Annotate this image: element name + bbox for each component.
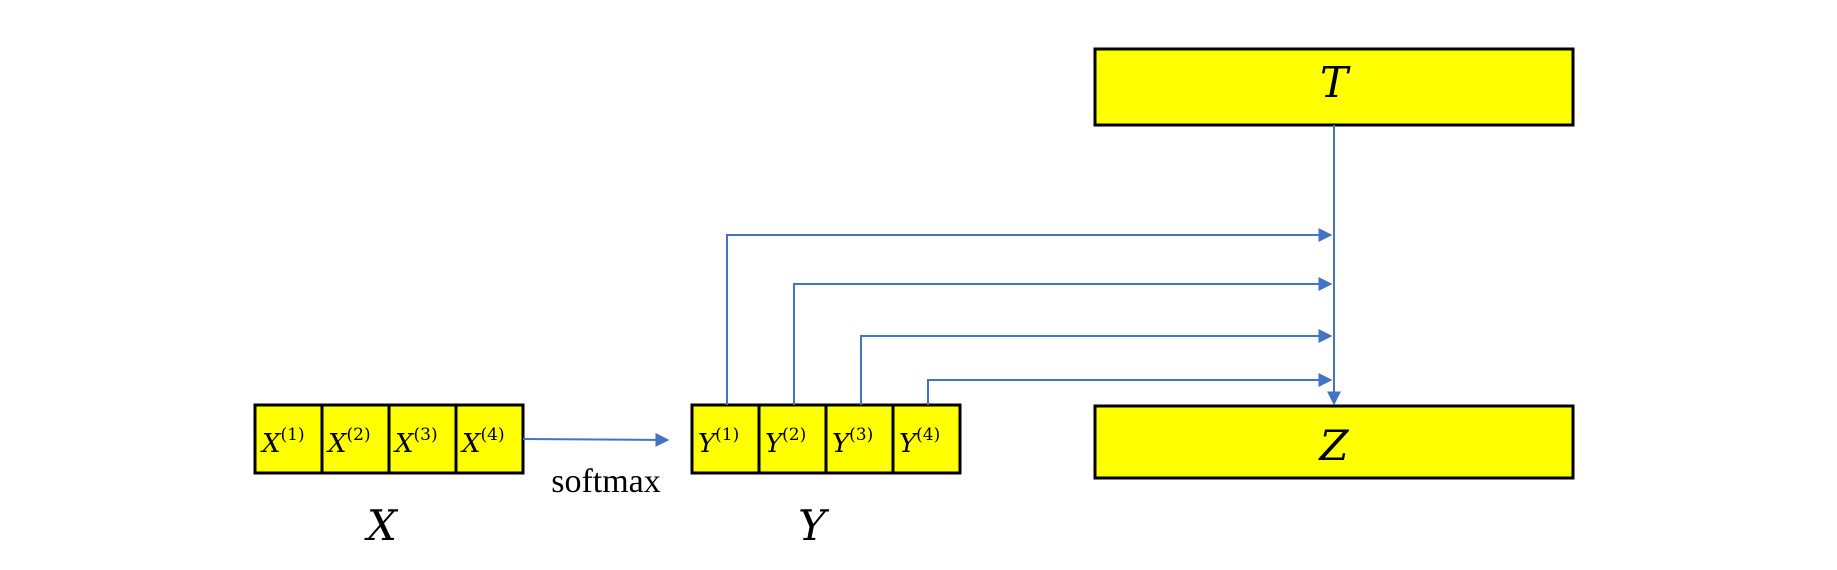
x-cell-4: X(4) xyxy=(454,403,525,475)
y-cell-2: Y(2) xyxy=(757,403,828,475)
x-cell-2-sup: (2) xyxy=(347,425,371,445)
x-cell-3-base: X xyxy=(393,429,415,459)
svg-text:Y(3): Y(3) xyxy=(832,425,873,459)
x-cell-2: X(2) xyxy=(320,403,391,475)
x-cell-3-sup: (3) xyxy=(414,425,438,445)
z-box-label: Z xyxy=(1317,421,1349,470)
svg-text:X(2): X(2) xyxy=(326,425,371,459)
y2-connector-arrow xyxy=(793,277,1333,405)
y3-connector-arrow xyxy=(860,329,1333,405)
svg-text:X(4): X(4) xyxy=(460,425,505,459)
svg-text:X(3): X(3) xyxy=(393,425,438,459)
x-cell-4-sup: (4) xyxy=(481,425,505,445)
y-cell-4: Y(4) xyxy=(891,403,962,475)
t-box: T xyxy=(1093,47,1575,127)
x-cell-1-sup: (1) xyxy=(281,425,305,445)
y-cell-3-base: Y xyxy=(832,429,852,459)
softmax-arrow xyxy=(522,432,670,447)
x-vector-label: X xyxy=(364,501,399,550)
y-cell-1-sup: (1) xyxy=(715,425,739,445)
z-box: Z xyxy=(1093,404,1575,480)
svg-text:Y(2): Y(2) xyxy=(765,425,806,459)
y4-connector-arrow xyxy=(927,373,1333,405)
y-vector-label: Y xyxy=(798,501,830,550)
y-cell-3-sup: (3) xyxy=(849,425,873,445)
x-cell-1-base: X xyxy=(260,429,282,459)
x-cell-3: X(3) xyxy=(387,403,458,475)
svg-text:Y(1): Y(1) xyxy=(698,425,739,459)
t-box-label: T xyxy=(1320,58,1351,107)
y-vector: Y(1) Y(2) Y(3) Y(4) Y xyxy=(690,403,962,550)
svg-text:Y(4): Y(4) xyxy=(899,425,940,459)
x-vector: X(1) X(2) X(3) X(4) X xyxy=(253,403,525,550)
y-cell-4-base: Y xyxy=(899,429,919,459)
y-cell-4-sup: (4) xyxy=(916,425,940,445)
x-cell-1: X(1) xyxy=(253,403,324,475)
y-cell-1-base: Y xyxy=(698,429,718,459)
y-cell-3: Y(3) xyxy=(824,403,895,475)
y-cell-2-base: Y xyxy=(765,429,785,459)
y-cell-2-sup: (2) xyxy=(782,425,806,445)
x-cell-4-base: X xyxy=(460,429,482,459)
y-cell-1: Y(1) xyxy=(690,403,761,475)
softmax-label: softmax xyxy=(551,463,661,500)
x-cell-2-base: X xyxy=(326,429,348,459)
y1-connector-arrow xyxy=(726,228,1333,405)
svg-text:X(1): X(1) xyxy=(260,425,305,459)
